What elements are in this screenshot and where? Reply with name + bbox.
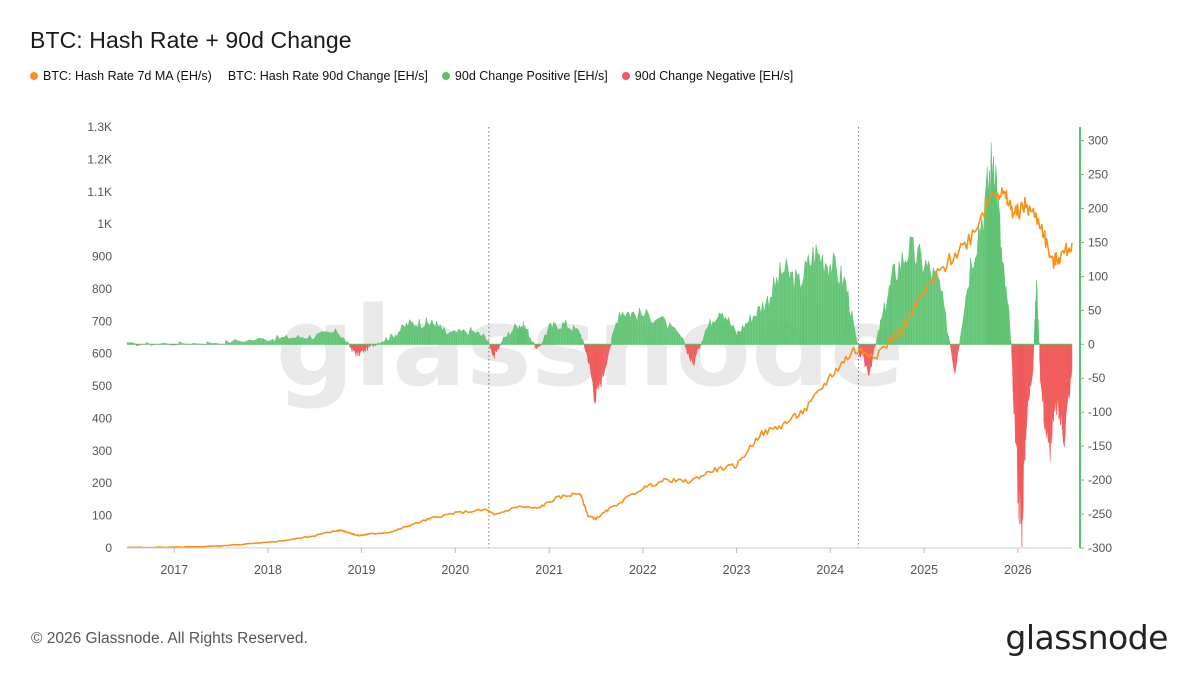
left-axis-tick-label: 300 [92, 444, 112, 458]
chart-title: BTC: Hash Rate + 90d Change [30, 27, 352, 53]
legend-item-negative[interactable]: 90d Change Negative [EH/s] [621, 69, 794, 83]
legend-item-positive[interactable]: 90d Change Positive [EH/s] [441, 69, 608, 83]
x-axis-tick-label: 2025 [910, 563, 938, 577]
right-axis-tick-label: 300 [1088, 134, 1108, 148]
x-axis-tick-label: 2023 [723, 563, 751, 577]
left-axis-tick-label: 200 [92, 476, 112, 490]
left-axis-tick-label: 700 [92, 314, 112, 328]
right-axis-tick-label: 250 [1088, 168, 1108, 182]
x-axis-tick-label: 2021 [535, 563, 563, 577]
legend-marker-hash-rate [30, 72, 38, 80]
right-axis-tick-label: -200 [1088, 473, 1112, 487]
legend-item-hash-rate[interactable]: BTC: Hash Rate 7d MA (EH/s) [30, 69, 212, 83]
right-axis-tick-label: -300 [1088, 541, 1112, 555]
copyright-footer: © 2026 Glassnode. All Rights Reserved. [31, 630, 308, 647]
x-axis-tick-label: 2019 [348, 563, 376, 577]
legend-label-negative: 90d Change Negative [EH/s] [634, 69, 794, 83]
hash-rate-line [126, 187, 1073, 549]
right-axis-tick-label: 150 [1088, 235, 1108, 249]
x-axis-tick-label: 2026 [1004, 563, 1032, 577]
legend-marker-positive [441, 72, 450, 80]
left-axis-tick-label: 100 [92, 509, 112, 523]
left-axis-tick-label: 1.1K [87, 185, 112, 199]
x-axis-tick-label: 2017 [160, 563, 188, 577]
left-axis-tick-label: 500 [92, 379, 112, 393]
left-axis-tick-label: 1.2K [87, 152, 112, 166]
right-axis-tick-label: -100 [1088, 405, 1112, 419]
legend-marker-negative [621, 72, 630, 80]
legend-item-90d-change[interactable]: BTC: Hash Rate 90d Change [EH/s] [226, 69, 428, 83]
right-axis-tick-label: -150 [1088, 439, 1112, 453]
left-axis-tick-label: 600 [92, 347, 112, 361]
left-axis-tick-label: 400 [92, 411, 112, 425]
left-axis-tick-label: 1.3K [87, 120, 112, 134]
legend-label-positive: 90d Change Positive [EH/s] [454, 69, 608, 83]
x-axis-tick-label: 2018 [254, 563, 282, 577]
left-axis-tick-label: 0 [105, 541, 112, 555]
change-positive-area [126, 142, 1040, 345]
left-axis-tick-label: 800 [92, 282, 112, 296]
right-axis-tick-label: 0 [1088, 337, 1095, 351]
glassnode-logo: glassnode [1005, 618, 1168, 657]
x-axis-tick-label: 2022 [629, 563, 657, 577]
legend-label-hash-rate: BTC: Hash Rate 7d MA (EH/s) [43, 69, 212, 83]
legend-label-90d-change: BTC: Hash Rate 90d Change [EH/s] [227, 69, 428, 83]
legend: BTC: Hash Rate 7d MA (EH/s) BTC: Hash Ra… [30, 69, 807, 83]
right-axis-tick-label: 100 [1088, 269, 1108, 283]
right-axis-tick-label: -50 [1088, 371, 1106, 385]
right-axis-tick-label: 50 [1088, 303, 1102, 317]
left-axis-tick-label: 900 [92, 250, 112, 264]
left-axis-tick-label: 1K [97, 217, 112, 231]
right-axis-tick-label: -250 [1088, 507, 1112, 521]
x-axis-tick-label: 2020 [441, 563, 469, 577]
right-axis-tick-label: 200 [1088, 201, 1108, 215]
x-axis-tick-label: 2024 [816, 563, 844, 577]
